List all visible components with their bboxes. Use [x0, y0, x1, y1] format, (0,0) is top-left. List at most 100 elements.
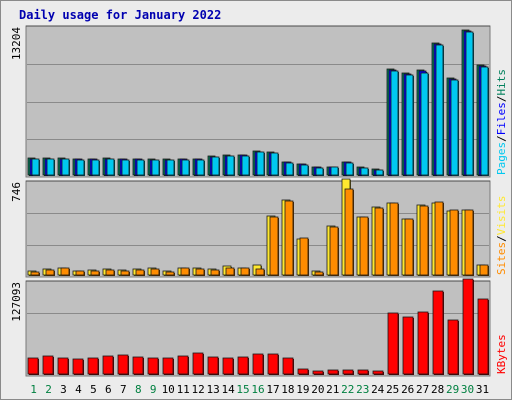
bar-kbytes-day-8: [132, 356, 144, 375]
bar-sites-day-6: [105, 269, 115, 276]
bar-sites-day-19: [299, 237, 309, 276]
panel-bottom-max-label: 127093: [10, 282, 23, 322]
bar-kbytes-day-18: [282, 357, 294, 375]
x-tick-label-25: 25: [386, 383, 399, 396]
x-tick-labels: 1 2 3 4 5 6 7 8 9 10 11 12 13 14 15 16 17 18 19 20 21 22 23 24 2…: [30, 383, 489, 396]
x-tick-label-8: 8: [135, 383, 142, 396]
bar-sites-day-8: [135, 269, 145, 276]
x-tick-label-11: 11: [177, 383, 190, 396]
x-tick-label-17: 17: [266, 383, 279, 396]
bar-pages-day-12: [196, 159, 205, 176]
bar-pages-day-7: [121, 159, 130, 176]
legend-entry-kbytes: KBytes: [495, 334, 508, 374]
bar-kbytes-day-19: [297, 368, 309, 375]
bar-pages-day-26: [405, 74, 414, 176]
bar-pages-day-19: [300, 164, 309, 176]
bar-kbytes-day-4: [72, 358, 84, 375]
bar-pages-day-24: [375, 169, 384, 176]
bar-pages-day-16: [256, 151, 265, 176]
x-tick-label-26: 26: [401, 383, 414, 396]
bar-kbytes-day-27: [417, 311, 429, 375]
bar-kbytes-day-13: [207, 356, 219, 375]
bar-kbytes-day-7: [117, 354, 129, 375]
bar-kbytes-day-6: [102, 355, 114, 375]
legend-separator: /: [495, 235, 508, 242]
bar-kbytes-day-16: [252, 353, 264, 375]
bar-sites-day-21: [329, 226, 339, 276]
bar-pages-day-18: [285, 162, 294, 176]
bar-sites-day-2: [45, 269, 55, 276]
bar-sites-day-17: [269, 216, 279, 276]
bar-pages-day-23: [360, 167, 369, 176]
panel-middle: 746 Sites/Visits: [10, 178, 508, 278]
bar-sites-day-28: [434, 201, 444, 276]
x-tick-label-5: 5: [90, 383, 97, 396]
bar-sites-day-4: [75, 270, 85, 276]
bar-kbytes-day-20: [312, 370, 324, 375]
x-tick-label-20: 20: [311, 383, 324, 396]
bar-kbytes-day-22: [342, 369, 354, 375]
bar-pages-day-27: [420, 72, 429, 176]
bar-pages-day-2: [46, 158, 55, 176]
bar-kbytes-day-30: [462, 278, 474, 375]
x-tick-label-24: 24: [371, 383, 385, 396]
x-tick-label-6: 6: [105, 383, 112, 396]
x-tick-label-18: 18: [281, 383, 294, 396]
bar-sites-day-18: [284, 200, 294, 276]
bar-sites-day-26: [404, 218, 414, 276]
bar-sites-day-20: [314, 271, 324, 276]
bar-kbytes-day-25: [387, 312, 399, 375]
x-tick-label-4: 4: [75, 383, 82, 396]
bar-sites-day-11: [180, 267, 190, 276]
bar-pages-day-1: [31, 158, 40, 176]
bar-sites-day-10: [165, 271, 175, 276]
bar-pages-day-3: [61, 158, 70, 176]
bar-kbytes-day-15: [237, 356, 249, 375]
bar-kbytes-day-5: [87, 357, 99, 375]
bar-sites-day-22: [344, 188, 354, 276]
bar-pages-day-14: [226, 155, 235, 176]
bar-kbytes-day-31: [477, 298, 489, 375]
bar-sites-day-24: [374, 207, 384, 276]
x-tick-label-31: 31: [476, 383, 489, 396]
bar-kbytes-day-12: [192, 352, 204, 375]
bar-kbytes-day-28: [432, 290, 444, 375]
bar-kbytes-day-3: [57, 357, 69, 375]
x-tick-label-23: 23: [356, 383, 369, 396]
bar-sites-day-30: [464, 209, 474, 276]
bar-pages-day-22: [345, 162, 354, 176]
x-tick-label-28: 28: [431, 383, 444, 396]
bar-pages-day-28: [435, 44, 444, 176]
legend-separator: /: [495, 96, 508, 103]
panel-top-legend: Pages/Files/Hits: [495, 69, 508, 175]
bar-kbytes-day-9: [147, 357, 159, 375]
bar-pages-day-10: [166, 159, 175, 176]
bar-pages-day-6: [106, 158, 115, 176]
x-tick-label-10: 10: [162, 383, 175, 396]
x-tick-label-19: 19: [296, 383, 309, 396]
bar-kbytes-day-24: [372, 370, 384, 375]
bar-pages-day-21: [330, 166, 339, 176]
bar-kbytes-day-2: [42, 355, 54, 375]
x-tick-label-22: 22: [341, 383, 354, 396]
bar-pages-day-4: [76, 159, 85, 176]
panel-bottom: 127093 KBytes: [10, 278, 508, 377]
x-tick-label-27: 27: [416, 383, 429, 396]
x-tick-label-1: 1: [30, 383, 37, 396]
bar-sites-day-16: [255, 268, 265, 276]
bar-pages-day-30: [465, 31, 474, 176]
bar-pages-day-13: [211, 156, 220, 176]
bar-pages-day-8: [136, 159, 145, 176]
panel-middle-legend: Sites/Visits: [495, 196, 508, 276]
x-tick-label-15: 15: [236, 383, 249, 396]
bar-sites-day-15: [240, 267, 250, 276]
bar-sites-day-25: [389, 202, 399, 276]
bar-kbytes-day-17: [267, 353, 279, 375]
bar-pages-day-9: [151, 159, 160, 176]
chart-panels: 13204Pages/Files/Hits746Sites/Visits1270…: [10, 25, 508, 377]
legend-entry-pages: Pages: [495, 142, 508, 175]
x-tick-label-29: 29: [446, 383, 459, 396]
x-tick-label-9: 9: [150, 383, 157, 396]
x-tick-label-7: 7: [120, 383, 127, 396]
